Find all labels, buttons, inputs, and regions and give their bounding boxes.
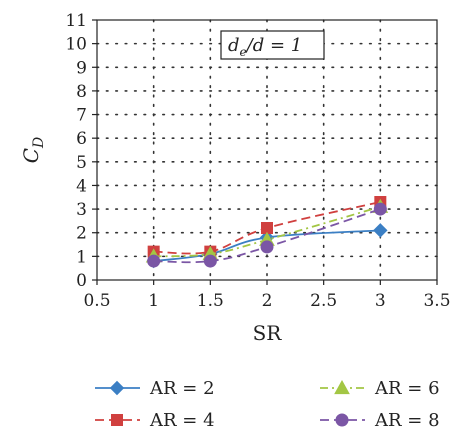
x-tick-label: 1: [148, 291, 159, 311]
series-group: [145, 196, 389, 269]
y-tick-label: 0: [76, 271, 87, 291]
annotation-frame: [220, 30, 325, 60]
series-line: [153, 208, 381, 264]
y-axis-label: CD: [19, 137, 47, 164]
series-4: [147, 202, 387, 268]
annotation-sub: e: [240, 45, 247, 59]
x-tick-label: 2.5: [310, 291, 337, 311]
legend-item-3: AR = 6: [320, 378, 440, 399]
legend-marker: [109, 380, 125, 396]
legend-item-2: AR = 4: [95, 410, 215, 431]
annotation-text: de/d = 1: [228, 35, 302, 59]
y-tick-label: 8: [76, 82, 87, 102]
legend-label: AR = 2: [149, 378, 215, 399]
y-tick-label: 3: [76, 200, 87, 220]
data-point: [373, 223, 388, 238]
y-tick-label: 7: [76, 106, 87, 126]
legend-label: AR = 4: [149, 410, 215, 431]
legend-item-1: AR = 2: [95, 378, 215, 399]
data-point: [373, 202, 387, 216]
y-tick-label: 11: [65, 11, 87, 31]
legend-label: AR = 6: [374, 378, 440, 399]
data-point: [203, 254, 217, 268]
x-axis-label: SR: [253, 321, 283, 345]
x-tick-label: 0.5: [83, 291, 110, 311]
y-tick-label: 1: [76, 247, 87, 267]
x-tick-label: 3.5: [423, 291, 450, 311]
legend-marker: [335, 413, 349, 427]
y-axis-ticks: 0 1 2 3 4 5 6 7 8 9 10 11: [65, 11, 97, 291]
data-point: [260, 240, 274, 254]
y-tick-label: 9: [76, 58, 87, 78]
y-tick-label: 10: [65, 35, 87, 55]
annotation-box: de/d = 1: [220, 30, 325, 60]
series-line: [153, 205, 381, 258]
data-point: [147, 254, 161, 268]
series-line: [153, 229, 381, 262]
y-axis-label-sub: D: [31, 137, 47, 149]
legend-marker: [334, 379, 350, 395]
y-tick-label: 6: [76, 129, 87, 149]
y-axis-label-main: C: [19, 148, 43, 163]
x-axis-ticks: 0.5 1 1.5 2 2.5 3 3.5: [83, 280, 451, 311]
legend-label: AR = 8: [374, 410, 440, 431]
legend-marker: [111, 414, 123, 426]
x-tick-label: 1.5: [197, 291, 224, 311]
y-tick-label: 5: [76, 153, 87, 173]
x-tick-label: 2: [262, 291, 273, 311]
series-line: [153, 201, 381, 255]
y-tick-label: 4: [76, 176, 87, 196]
legend-item-4: AR = 8: [320, 410, 440, 431]
legend: AR = 2 AR = 6 AR = 4 AR = 8: [95, 378, 440, 431]
annotation-main: d: [228, 35, 240, 56]
annotation-rest: /d = 1: [245, 35, 303, 56]
y-tick-label: 2: [76, 224, 87, 244]
x-tick-label: 3: [375, 291, 386, 311]
